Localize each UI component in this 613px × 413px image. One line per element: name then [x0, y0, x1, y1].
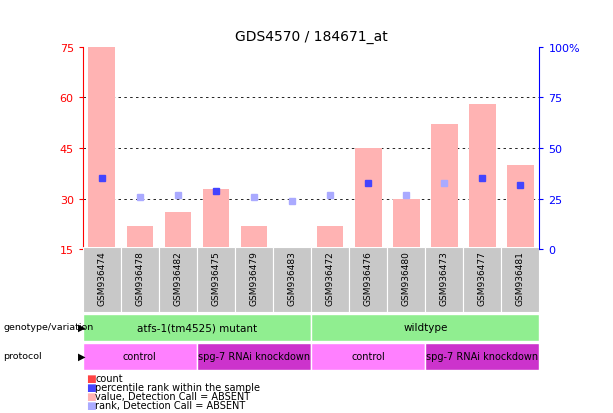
- Bar: [387, 248, 425, 312]
- Bar: [159, 248, 197, 312]
- Text: GSM936475: GSM936475: [211, 250, 221, 305]
- Text: ■: ■: [86, 373, 96, 383]
- Bar: [311, 248, 349, 312]
- Bar: [431, 125, 458, 250]
- Text: value, Detection Call = ABSENT: value, Detection Call = ABSENT: [95, 391, 250, 401]
- Text: control: control: [123, 351, 157, 361]
- Text: count: count: [95, 373, 123, 383]
- Title: GDS4570 / 184671_at: GDS4570 / 184671_at: [235, 30, 387, 44]
- Bar: [463, 248, 501, 312]
- Bar: [469, 105, 496, 250]
- Text: GSM936479: GSM936479: [249, 250, 259, 305]
- Text: spg-7 RNAi knockdown: spg-7 RNAi knockdown: [426, 351, 538, 361]
- Bar: [393, 199, 419, 250]
- Text: GSM936474: GSM936474: [97, 250, 106, 305]
- Bar: [311, 343, 425, 370]
- Text: ■: ■: [86, 400, 96, 410]
- Bar: [501, 248, 539, 312]
- Text: control: control: [351, 351, 385, 361]
- Text: GSM936482: GSM936482: [173, 250, 183, 305]
- Text: percentile rank within the sample: percentile rank within the sample: [95, 382, 260, 392]
- Bar: [197, 248, 235, 312]
- Text: GSM936477: GSM936477: [478, 250, 487, 305]
- Text: GSM936478: GSM936478: [135, 250, 144, 305]
- Bar: [126, 226, 153, 250]
- Text: GSM936472: GSM936472: [326, 250, 335, 305]
- Bar: [273, 248, 311, 312]
- Bar: [197, 343, 311, 370]
- Bar: [507, 166, 534, 250]
- Text: GSM936483: GSM936483: [287, 250, 297, 305]
- Bar: [425, 248, 463, 312]
- Bar: [83, 343, 197, 370]
- Text: rank, Detection Call = ABSENT: rank, Detection Call = ABSENT: [95, 400, 245, 410]
- Text: spg-7 RNAi knockdown: spg-7 RNAi knockdown: [198, 351, 310, 361]
- Text: protocol: protocol: [3, 351, 42, 361]
- Text: GSM936481: GSM936481: [516, 250, 525, 305]
- Bar: [235, 248, 273, 312]
- Text: ▶: ▶: [78, 351, 85, 361]
- Text: ■: ■: [86, 382, 96, 392]
- Bar: [83, 314, 311, 341]
- Text: genotype/variation: genotype/variation: [3, 323, 93, 332]
- Bar: [279, 250, 305, 253]
- Bar: [121, 248, 159, 312]
- Bar: [317, 226, 343, 250]
- Bar: [241, 226, 267, 250]
- Bar: [311, 314, 539, 341]
- Text: atfs-1(tm4525) mutant: atfs-1(tm4525) mutant: [137, 322, 257, 332]
- Bar: [349, 248, 387, 312]
- Text: GSM936480: GSM936480: [402, 250, 411, 305]
- Text: GSM936476: GSM936476: [364, 250, 373, 305]
- Text: ▶: ▶: [78, 322, 85, 332]
- Text: wildtype: wildtype: [403, 322, 447, 332]
- Bar: [88, 47, 115, 250]
- Bar: [203, 189, 229, 250]
- Bar: [425, 343, 539, 370]
- Text: ■: ■: [86, 391, 96, 401]
- Bar: [83, 248, 121, 312]
- Text: GSM936473: GSM936473: [440, 250, 449, 305]
- Bar: [164, 213, 191, 250]
- Bar: [355, 149, 381, 250]
